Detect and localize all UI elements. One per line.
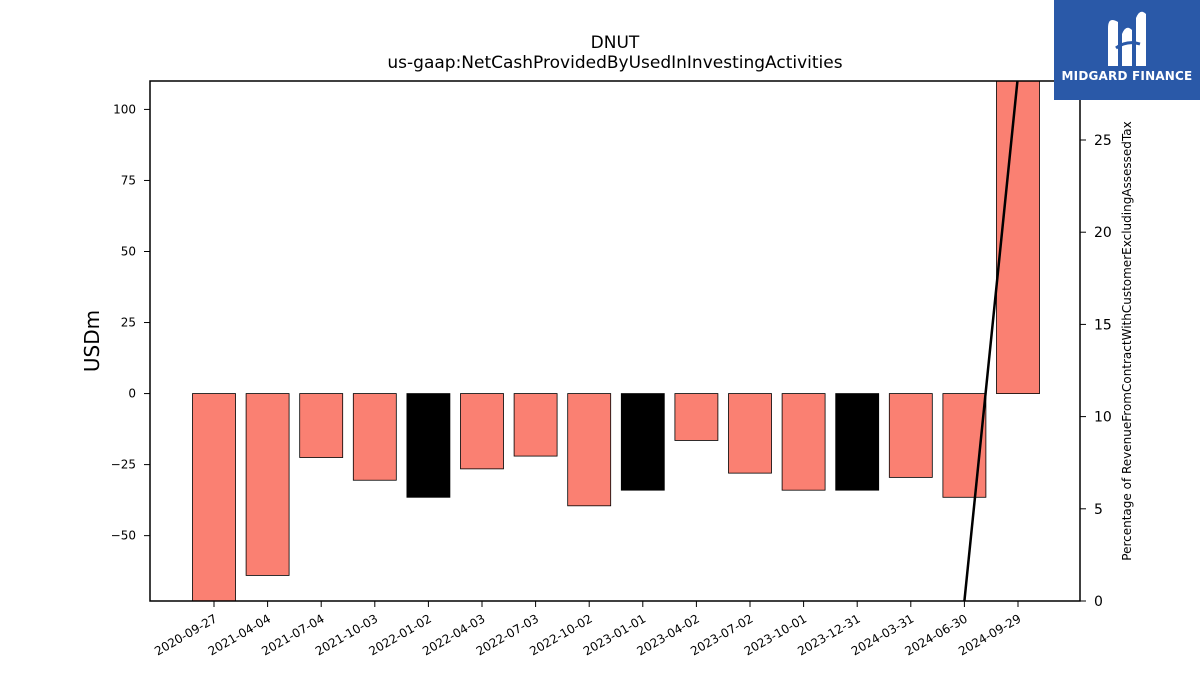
line-series xyxy=(963,81,1019,601)
y-tick-label: 75 xyxy=(121,173,136,187)
y-axis-label-right: Percentage of RevenueFromContractWithCus… xyxy=(1120,121,1134,560)
bar-2022-01-02 xyxy=(406,393,451,498)
logo-text: MIDGARD FINANCE xyxy=(1061,69,1193,83)
y-tick-label: 100 xyxy=(113,102,136,116)
y-tick-label: −50 xyxy=(111,529,136,543)
bar-2024-03-31 xyxy=(888,393,933,478)
y2-tick-label: 20 xyxy=(1094,225,1112,241)
bar-2024-09-29 xyxy=(996,80,1040,394)
midgard-finance-logo: MIDGARD FINANCE xyxy=(1054,0,1200,100)
line-path xyxy=(963,81,1019,601)
bar-2023-10-01 xyxy=(781,393,826,491)
bar-2020-09-27 xyxy=(192,393,236,602)
y-tick-label: 25 xyxy=(121,316,136,330)
y2-tick-label: 0 xyxy=(1094,594,1103,610)
bar-2022-07-03 xyxy=(513,393,558,457)
y-axis-right: 0 5 10 15 20 25 xyxy=(1080,133,1112,610)
bar-2021-04-04 xyxy=(245,393,290,576)
y-tick-label: 50 xyxy=(121,244,136,258)
bar-2021-10-03 xyxy=(352,393,397,481)
bar-2022-04-03 xyxy=(460,393,504,470)
bar-2023-01-01 xyxy=(620,393,665,491)
midgard-logo-mark-icon xyxy=(1108,11,1146,66)
bar-2023-04-02 xyxy=(674,393,719,441)
y-tick-label: 0 xyxy=(128,387,136,401)
chart-subtitle: us-gaap:NetCashProvidedByUsedInInvesting… xyxy=(387,53,842,73)
y2-tick-label: 10 xyxy=(1094,410,1112,426)
bars xyxy=(192,80,1040,602)
y-axis-left: −50 −25 0 25 50 75 100 xyxy=(111,102,150,543)
bar-2022-10-02 xyxy=(567,393,612,507)
y2-tick-label: 5 xyxy=(1094,502,1103,518)
bar-2023-12-31 xyxy=(835,393,880,491)
bar-2024-06-30 xyxy=(942,393,987,498)
plot-frame xyxy=(149,80,1081,602)
y2-tick-label: 15 xyxy=(1094,317,1112,333)
chart-title: DNUT xyxy=(591,33,640,53)
y2-tick-label: 25 xyxy=(1094,133,1112,149)
bar-2023-07-02 xyxy=(728,393,772,474)
bar-2021-07-04 xyxy=(299,393,344,458)
x-axis: 2020-09-272021-04-042021-07-042021-10-03… xyxy=(152,601,1024,658)
y-axis-label-left: USDm xyxy=(80,310,104,372)
y-tick-label: −25 xyxy=(111,458,136,472)
